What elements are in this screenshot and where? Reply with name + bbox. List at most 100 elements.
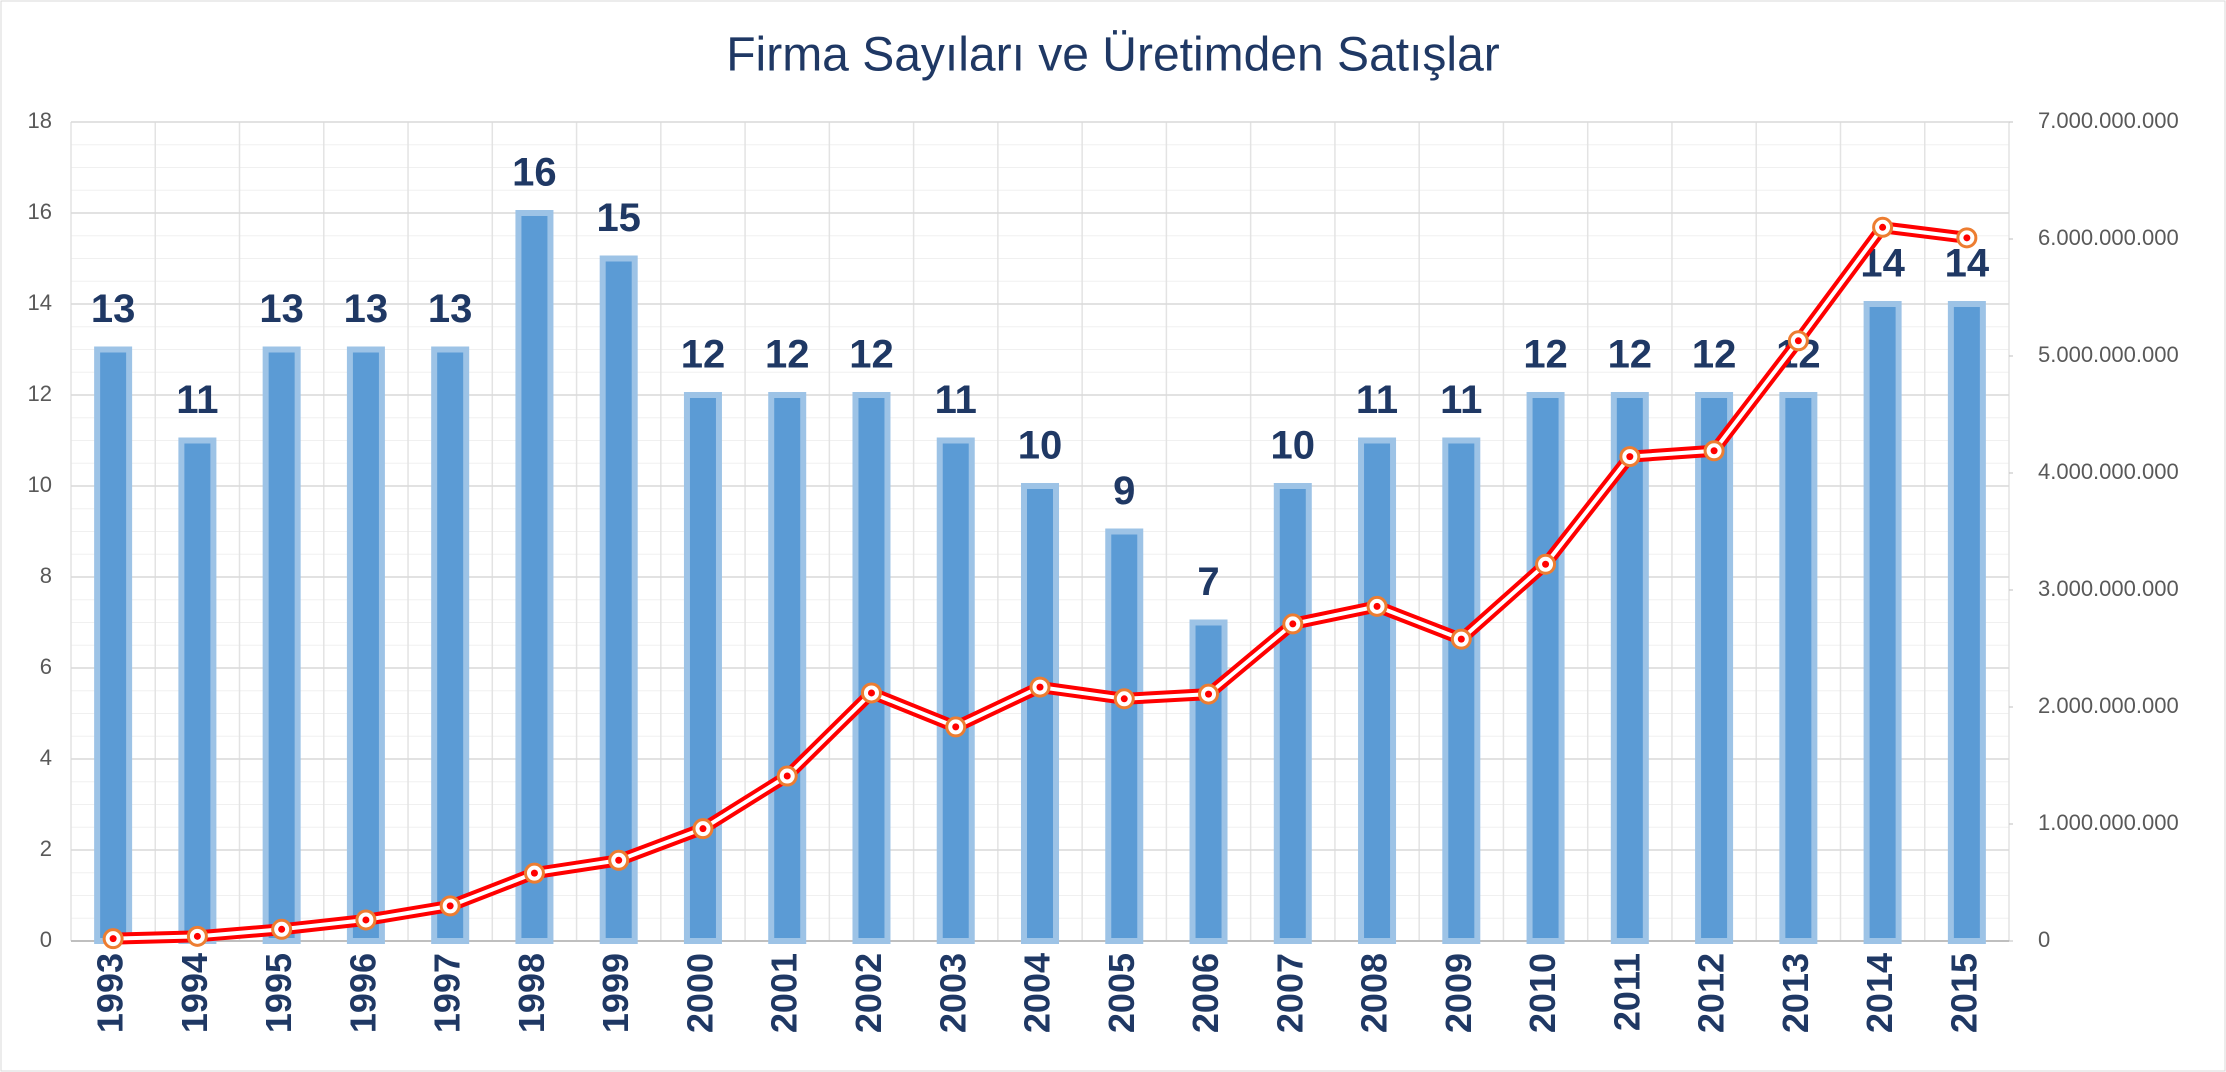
y-tick-label: 2 bbox=[40, 836, 52, 861]
data-label: 12 bbox=[681, 333, 726, 377]
y2-tick-label: 7.000.000.000 bbox=[2038, 108, 2179, 133]
line-marker-dot bbox=[1794, 337, 1802, 345]
data-label: 15 bbox=[596, 196, 641, 240]
x-tick-label: 1997 bbox=[427, 953, 468, 1033]
y2-tick-label: 5.000.000.000 bbox=[2038, 342, 2179, 367]
y-tick-label: 6 bbox=[40, 654, 52, 679]
x-tick-label: 2008 bbox=[1354, 953, 1395, 1033]
bar bbox=[1273, 483, 1312, 944]
data-label: 7 bbox=[1197, 560, 1219, 604]
line-marker-dot bbox=[615, 856, 623, 864]
y2-tick-label: 1.000.000.000 bbox=[2038, 810, 2179, 835]
line-marker-dot bbox=[1963, 234, 1971, 242]
bar bbox=[431, 346, 470, 944]
line-marker-dot bbox=[699, 825, 707, 833]
data-label: 13 bbox=[344, 287, 389, 331]
x-tick-label: 2010 bbox=[1522, 953, 1563, 1033]
bar bbox=[1947, 301, 1986, 944]
bar bbox=[1105, 528, 1144, 944]
data-label: 10 bbox=[1271, 424, 1316, 468]
line-marker-dot bbox=[867, 689, 875, 697]
x-tick-label: 1998 bbox=[511, 953, 552, 1033]
chart-title: Firma Sayıları ve Üretimden Satışlar bbox=[726, 29, 1500, 82]
y-tick-label: 10 bbox=[28, 472, 52, 497]
bar bbox=[1442, 437, 1481, 944]
line-marker-dot bbox=[1710, 447, 1718, 455]
line-marker-dot bbox=[362, 916, 370, 924]
y-tick-label: 14 bbox=[28, 290, 52, 315]
x-tick-label: 1994 bbox=[174, 953, 215, 1033]
data-label: 13 bbox=[259, 287, 304, 331]
data-label: 13 bbox=[91, 287, 136, 331]
line-marker-dot bbox=[1120, 695, 1128, 703]
x-tick-label: 1993 bbox=[90, 953, 131, 1033]
x-tick-label: 2011 bbox=[1606, 953, 1647, 1031]
line-marker-dot bbox=[1542, 560, 1550, 568]
bar bbox=[262, 346, 301, 944]
bar bbox=[1358, 437, 1397, 944]
line-marker-dot bbox=[1457, 635, 1465, 643]
bar bbox=[515, 210, 554, 944]
data-label: 11 bbox=[1440, 378, 1482, 422]
bar bbox=[1695, 392, 1734, 944]
bar bbox=[346, 346, 385, 944]
y2-tick-label: 2.000.000.000 bbox=[2038, 693, 2179, 718]
line-marker-dot bbox=[952, 723, 960, 731]
bar bbox=[936, 437, 975, 944]
bar bbox=[1863, 301, 1902, 944]
y-tick-label: 4 bbox=[40, 745, 52, 770]
data-label: 10 bbox=[1018, 424, 1063, 468]
data-label: 16 bbox=[512, 151, 557, 195]
line-marker-dot bbox=[1289, 620, 1297, 628]
x-tick-label: 2000 bbox=[679, 953, 720, 1033]
x-tick-label: 2004 bbox=[1017, 953, 1058, 1033]
y-tick-label: 18 bbox=[28, 108, 52, 133]
bar bbox=[1021, 483, 1059, 944]
x-tick-label: 2012 bbox=[1691, 953, 1732, 1033]
data-label: 11 bbox=[176, 378, 218, 422]
y-tick-label: 16 bbox=[28, 199, 52, 224]
y-tick-label: 0 bbox=[40, 927, 52, 952]
bar bbox=[599, 255, 638, 944]
y-tick-label: 12 bbox=[28, 381, 52, 406]
data-label: 12 bbox=[1692, 333, 1737, 377]
data-label: 12 bbox=[1608, 333, 1653, 377]
x-tick-label: 2014 bbox=[1859, 953, 1900, 1033]
bar bbox=[768, 392, 807, 944]
y-tick-label: 8 bbox=[40, 563, 52, 588]
x-tick-label: 1999 bbox=[595, 953, 636, 1033]
x-tick-label: 2013 bbox=[1775, 953, 1816, 1033]
bar bbox=[1610, 392, 1649, 944]
x-tick-label: 2015 bbox=[1943, 953, 1984, 1033]
x-tick-label: 1995 bbox=[258, 953, 299, 1033]
bar bbox=[178, 437, 217, 944]
line-marker-dot bbox=[109, 935, 117, 943]
line-marker-dot bbox=[1626, 453, 1634, 461]
x-tick-label: 2003 bbox=[932, 953, 973, 1033]
data-label: 14 bbox=[1945, 242, 1990, 286]
data-label: 9 bbox=[1113, 469, 1135, 513]
line-marker-dot bbox=[530, 869, 538, 877]
y2-tick-label: 0 bbox=[2038, 927, 2050, 952]
line-marker-dot bbox=[1205, 690, 1213, 698]
x-tick-label: 2001 bbox=[764, 953, 805, 1033]
bar bbox=[1526, 392, 1565, 944]
data-label: 11 bbox=[1356, 378, 1398, 422]
data-label: 11 bbox=[935, 378, 977, 422]
bar bbox=[1189, 619, 1228, 944]
x-tick-label: 2002 bbox=[848, 953, 889, 1033]
y2-tick-label: 3.000.000.000 bbox=[2038, 576, 2179, 601]
line-marker-dot bbox=[193, 932, 201, 940]
line-marker-dot bbox=[278, 925, 286, 933]
x-tick-label: 2005 bbox=[1101, 953, 1142, 1033]
bar bbox=[1779, 392, 1818, 944]
bar bbox=[852, 392, 891, 944]
bar bbox=[683, 392, 722, 944]
x-tick-label: 2006 bbox=[1185, 953, 1226, 1033]
line-marker-dot bbox=[1879, 223, 1887, 231]
bar bbox=[94, 346, 133, 944]
data-label: 13 bbox=[428, 287, 473, 331]
data-label: 12 bbox=[765, 333, 810, 377]
line-marker-dot bbox=[783, 772, 791, 780]
